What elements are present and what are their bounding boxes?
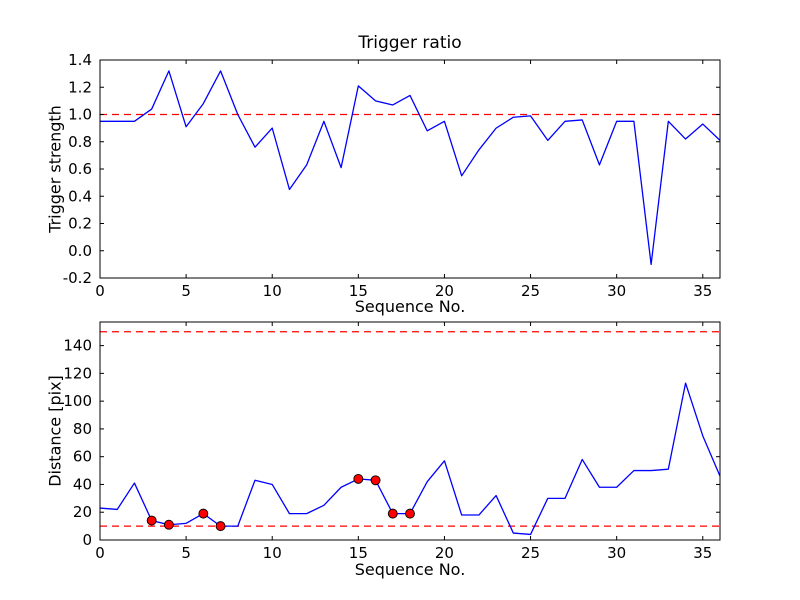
x-tick-label: 15 — [349, 282, 368, 300]
x-tick-label: 0 — [95, 544, 105, 562]
x-tick-label: 35 — [693, 544, 712, 562]
subplot-0: 0 5 10 15 20 25 30 35 -0.2 0.0 0.2 0.4 0.6 0.8 1.0 1.2 1… — [63, 51, 721, 300]
marker-dot — [405, 508, 415, 519]
axes-frame — [99, 321, 721, 541]
x-tick-label: 30 — [607, 282, 626, 300]
x-tick-label: 5 — [181, 544, 191, 562]
y-tick-label: 120 — [63, 364, 92, 382]
y-tick-label: 20 — [73, 503, 92, 521]
marker-dot — [387, 508, 398, 519]
y-tick-label: 0.4 — [68, 187, 92, 205]
subplot-1: 0 5 10 15 20 25 30 35 0 20 40 60 80 100 120 140 — [63, 321, 721, 562]
x-tick-label: 15 — [349, 544, 368, 562]
y-tick-label: 0.2 — [68, 215, 92, 233]
y-tick-label: 140 — [63, 337, 92, 355]
y-tick-label: 0 — [82, 531, 92, 549]
chart-title: Trigger ratio — [358, 33, 462, 53]
bottom-x-axis-label: Sequence No. — [354, 560, 466, 579]
marker-dot — [353, 473, 364, 484]
series-line — [100, 70, 721, 266]
x-tick-label: 20 — [435, 544, 454, 562]
x-tick-label: 30 — [607, 544, 626, 562]
top-y-axis-label: Trigger strength — [45, 105, 65, 233]
marker-dot — [215, 521, 226, 532]
bottom-y-axis-label: Distance [pix] — [45, 375, 65, 487]
y-tick-label: 40 — [73, 475, 92, 493]
y-tick-label: 0.6 — [68, 160, 92, 178]
x-tick-label: 10 — [263, 282, 282, 300]
y-tick-label: 1.4 — [68, 51, 92, 69]
y-tick-label: 80 — [73, 420, 92, 438]
y-tick-label: 1.2 — [68, 78, 92, 96]
y-tick-label: 1.0 — [68, 106, 92, 124]
y-tick-label: 0.0 — [68, 242, 92, 260]
x-tick-label: 20 — [435, 282, 454, 300]
y-tick-label: 0.8 — [68, 133, 92, 151]
y-tick-label: 100 — [63, 392, 92, 410]
marker-dot — [146, 515, 157, 526]
x-tick-label: 5 — [181, 282, 191, 300]
y-tick-label: 60 — [73, 448, 92, 466]
x-tick-label: 35 — [693, 282, 712, 300]
x-tick-label: 25 — [521, 282, 540, 300]
x-tick-label: 0 — [95, 282, 105, 300]
axes-frame — [99, 59, 721, 279]
marker-dot — [198, 508, 209, 519]
x-tick-label: 25 — [521, 544, 540, 562]
x-tick-label: 10 — [263, 544, 282, 562]
top-x-axis-label: Sequence No. — [354, 297, 466, 316]
marker-dot — [163, 519, 174, 530]
marker-dot — [370, 475, 381, 486]
y-tick-label: -0.2 — [63, 269, 92, 287]
